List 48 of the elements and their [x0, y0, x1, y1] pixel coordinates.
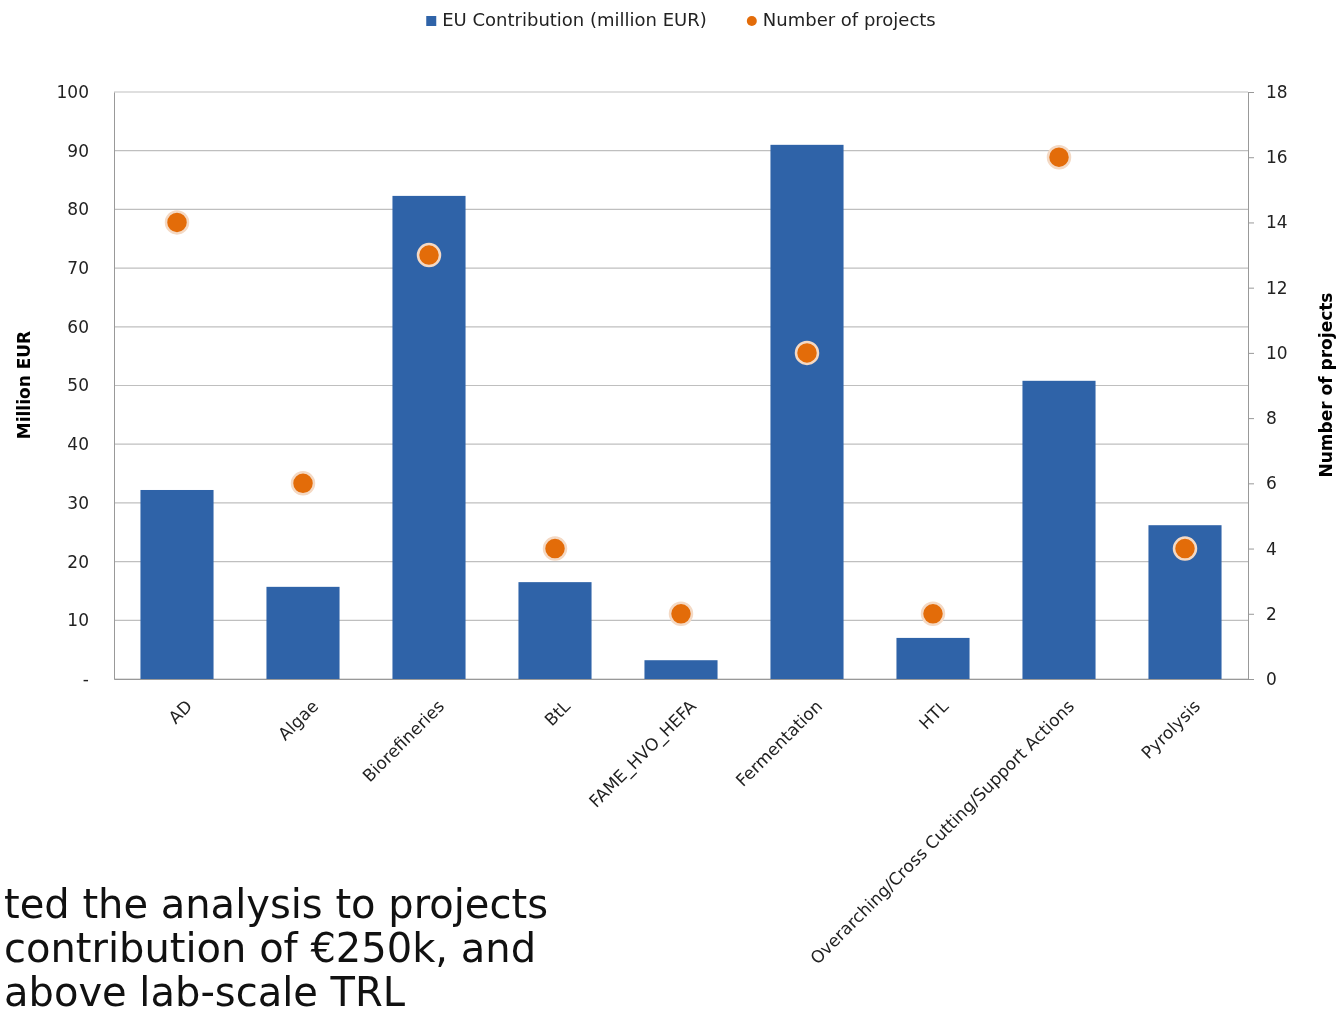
point [542, 536, 568, 561]
legend-label: EU Contribution (million EUR) [442, 9, 707, 30]
y2-tick-label: 8 [1266, 408, 1277, 429]
point [416, 242, 442, 268]
y2-tick-label: 4 [1266, 538, 1277, 559]
y2-axis-title: Number of projects [1316, 292, 1336, 478]
bar [518, 582, 592, 679]
y-tick-label: 60 [67, 316, 89, 337]
bar [1148, 525, 1222, 679]
y-tick-label: 70 [67, 258, 89, 279]
x-tick-label: AD [164, 696, 197, 728]
point [920, 601, 946, 626]
bar [896, 637, 970, 679]
y-tick-label: 90 [67, 140, 89, 161]
point [164, 210, 190, 235]
y-tick-label: 100 [56, 81, 89, 102]
y2-tick-label: 18 [1266, 81, 1288, 102]
point [1172, 536, 1198, 561]
bar [392, 195, 466, 679]
y2-tick-label: 10 [1266, 342, 1288, 363]
x-tick-label: HTL [914, 695, 953, 734]
y2-tick-label: 0 [1266, 668, 1277, 689]
text: above lab-scale TRL [4, 969, 406, 1015]
y-tick-label: 30 [67, 492, 89, 513]
y2-tick-label: 12 [1266, 277, 1288, 298]
point [668, 601, 694, 626]
legend-label: Number of projects [762, 9, 936, 30]
x-tick-label: BtL [540, 695, 575, 730]
y-tick-label: 40 [67, 434, 89, 455]
y2-tick-label: 14 [1266, 212, 1288, 233]
bar [140, 489, 214, 679]
y-tick-label: 50 [67, 375, 89, 396]
y2-tick-label: 2 [1266, 603, 1277, 624]
y2-tick-label: 6 [1266, 473, 1277, 494]
bar [266, 586, 340, 679]
bar [770, 144, 844, 679]
y-tick-label: - [82, 668, 89, 689]
y-tick-label: 80 [67, 199, 89, 220]
point [290, 471, 316, 496]
y2-tick-label: 16 [1266, 147, 1288, 168]
point [1046, 145, 1072, 170]
y-tick-label: 20 [67, 551, 89, 572]
y-tick-label: 10 [67, 610, 89, 631]
point [794, 340, 820, 366]
y-axis-title: Million EUR [14, 330, 34, 440]
bar [644, 660, 718, 679]
text: ted the analysis to projects [4, 881, 548, 927]
bar [1022, 380, 1096, 679]
